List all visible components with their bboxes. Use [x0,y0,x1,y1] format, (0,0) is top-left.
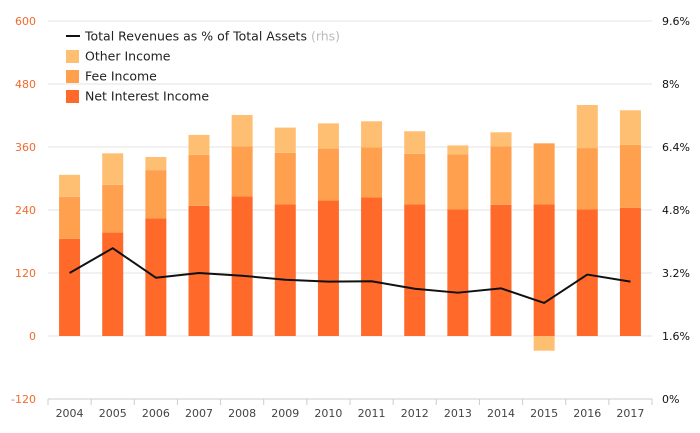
x-tick-label: 2011 [358,407,386,420]
x-tick-label: 2006 [142,407,170,420]
x-tick-label: 2012 [401,407,429,420]
x-tick-label: 2017 [616,407,644,420]
bar-fee-income-2015 [533,143,555,205]
bar-other-income-2005 [102,153,124,185]
y-right-tick-label: 6.4% [662,141,690,154]
bar-fee-income-2006 [145,170,167,219]
bar-fee-income-2013 [447,154,469,210]
x-tick-label: 2005 [99,407,127,420]
legend-label: Total Revenues as % of Total Assets (rhs… [84,29,340,44]
bar-net-interest-income-2004 [59,238,81,336]
bar-other-income-2004 [59,174,81,197]
bar-fee-income-2010 [317,148,339,201]
bar-net-interest-income-2012 [404,204,426,336]
bar-fee-income-2008 [231,146,253,197]
x-tick-label: 2014 [487,407,515,420]
y-left-tick-label: 240 [15,204,36,217]
bar-net-interest-income-2017 [619,207,641,336]
ratio-line-series [69,247,631,304]
bar-fee-income-2005 [102,184,124,233]
x-tick-label: 2016 [573,407,601,420]
bar-other-income-2016 [576,105,598,149]
y-right-tick-label: 4.8% [662,204,690,217]
x-tick-label: 2015 [530,407,558,420]
bar-fee-income-2012 [404,153,426,205]
legend-label: Other Income [85,49,171,64]
y-right-tick-label: 1.6% [662,330,690,343]
bar-fee-income-2016 [576,148,598,210]
bar-net-interest-income-2007 [188,205,210,336]
bar-other-income-2017 [619,110,641,145]
axes: 600 480 360 240 120 0 -120 9.6% 8% 6.4% 4.8% 3.2% 1.… [11,15,690,420]
bar-other-income-2014 [490,132,512,147]
bar-series [59,105,641,351]
y-left-tick-label: 120 [15,267,36,280]
y-right-tick-label: 9.6% [662,15,690,28]
x-tick-label: 2004 [56,407,84,420]
bar-other-income-2015 [533,336,555,351]
bar-other-income-2011 [361,121,383,148]
legend-label: Net Interest Income [85,89,209,104]
bar-other-income-2007 [188,134,210,155]
x-tick-label: 2008 [228,407,256,420]
bar-other-income-2012 [404,131,426,154]
bar-net-interest-income-2013 [447,209,469,336]
bar-net-interest-income-2010 [317,200,339,336]
bar-fee-income-2017 [619,144,641,208]
bar-other-income-2010 [317,123,339,149]
bar-net-interest-income-2014 [490,204,512,336]
y-left-tick-label: 360 [15,141,36,154]
y-left-tick-label: 0 [29,330,36,343]
x-tick-label: 2013 [444,407,472,420]
y-left-tick-label: 600 [15,15,36,28]
bar-fee-income-2009 [274,152,296,205]
bar-other-income-2006 [145,156,167,171]
bar-other-income-2008 [231,114,253,147]
bar-other-income-2013 [447,145,469,155]
legend-suffix: (rhs) [307,29,340,44]
legend-swatch-other-income [66,50,79,63]
legend-swatch-fee-income [66,70,79,83]
legend: Total Revenues as % of Total Assets (rhs… [66,29,340,104]
bar-net-interest-income-2015 [533,204,555,336]
bar-fee-income-2011 [361,147,383,198]
y-left-tick-label: -120 [11,393,36,406]
bar-net-interest-income-2011 [361,197,383,336]
bar-fee-income-2007 [188,154,210,206]
y-right-tick-label: 8% [662,78,679,91]
bar-other-income-2009 [274,127,296,153]
ratio-line [69,247,631,304]
bar-net-interest-income-2005 [102,232,124,336]
y-right-tick-label: 0% [662,393,679,406]
bar-net-interest-income-2008 [231,196,253,336]
bar-net-interest-income-2016 [576,209,598,336]
y-left-tick-label: 480 [15,78,36,91]
bar-net-interest-income-2009 [274,204,296,336]
y-right-tick-label: 3.2% [662,267,690,280]
x-tick-label: 2007 [185,407,213,420]
legend-label: Fee Income [85,69,157,84]
x-tick-label: 2009 [271,407,299,420]
bar-fee-income-2014 [490,146,512,205]
x-tick-label: 2010 [314,407,342,420]
legend-swatch-net-interest-income [66,90,79,103]
bar-fee-income-2004 [59,196,81,239]
